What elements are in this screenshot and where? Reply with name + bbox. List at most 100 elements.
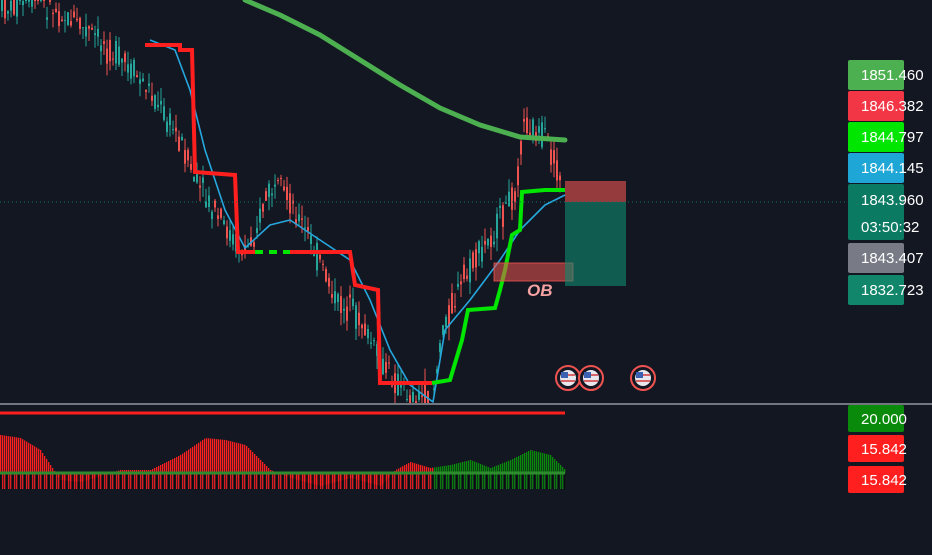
oscillator-bar	[398, 468, 400, 473]
oscillator-bar	[476, 462, 478, 473]
oscillator-base-bar	[226, 473, 228, 489]
price-tag[interactable]: 1844.145	[848, 153, 924, 183]
oscillator-base-bar	[118, 473, 120, 489]
oscillator-base-bar	[488, 473, 490, 489]
oscillator-bar	[552, 457, 554, 473]
oscillator-base-bar	[356, 473, 358, 489]
oscillator-bar	[182, 453, 184, 473]
oscillator-base-bar	[468, 473, 470, 489]
oscillator-base-bar	[446, 473, 448, 489]
oscillator-bar	[222, 439, 224, 473]
oscillator-base-bar	[388, 473, 390, 489]
candle-body	[160, 100, 162, 105]
candle-body	[544, 128, 546, 130]
oscillator-base-bar	[52, 473, 54, 489]
oscillator-bar	[562, 467, 564, 473]
price-tag[interactable]: 1846.382	[848, 91, 924, 121]
oscillator-base-bar	[454, 473, 456, 489]
price-scale[interactable]: 1851.460 1846.382 1844.797 1844.145 1843…	[848, 60, 924, 305]
oscillator-base-bar	[72, 473, 74, 489]
oscillator-base-bar	[44, 473, 46, 489]
oscillator-bar	[406, 464, 408, 473]
oscillator-base-bar	[550, 473, 552, 489]
oscillator-base-bar	[130, 473, 132, 489]
oscillator-base-bar	[250, 473, 252, 489]
candle-body	[166, 121, 168, 132]
us-flag-icon[interactable]	[630, 365, 656, 391]
oscillator-bar	[548, 454, 550, 473]
oscillator-bar	[450, 465, 452, 473]
order-block-zone[interactable]	[493, 262, 574, 282]
oscillator-bar	[560, 465, 562, 473]
oscillator-bar	[170, 460, 172, 473]
oscillator-base-bar	[154, 473, 156, 489]
oscillator-tag[interactable]: 15.842	[848, 435, 907, 462]
oscillator-base-bar	[390, 473, 392, 489]
oscillator-base-bar	[302, 473, 304, 489]
oscillator-bar	[244, 444, 246, 473]
candle-body	[22, 1, 24, 6]
oscillator-base-bar	[362, 473, 364, 489]
oscillator-tag[interactable]: 15.842	[848, 466, 907, 493]
candle-body	[412, 391, 414, 402]
candle-body	[526, 117, 528, 134]
price-tag-last[interactable]: 1843.960 03:50:32	[848, 184, 924, 240]
us-flag-icon[interactable]	[578, 365, 604, 391]
oscillator-base-bar	[336, 473, 338, 489]
oscillator-bar	[540, 452, 542, 473]
candle-body	[415, 400, 417, 403]
oscillator-base-bar	[26, 473, 28, 489]
oscillator-base-bar	[244, 473, 246, 489]
oscillator-bar	[2, 435, 4, 473]
us-flag-icon[interactable]	[555, 365, 581, 391]
oscillator-bar	[502, 463, 504, 473]
oscillator-bar	[454, 464, 456, 473]
candle-body	[295, 219, 297, 225]
oscillator-bar	[180, 455, 182, 473]
position-target-zone[interactable]	[565, 202, 626, 286]
oscillator-bar	[516, 457, 518, 473]
oscillator-base-bar	[68, 473, 70, 489]
oscillator-tag[interactable]: 20.000	[848, 405, 907, 432]
price-pane[interactable]: OB	[0, 0, 848, 403]
oscillator-base-bar	[4, 473, 6, 489]
oscillator-bar	[546, 454, 548, 473]
oscillator-base-bar	[220, 473, 222, 489]
oscillator-base-bar	[512, 473, 514, 489]
price-tag[interactable]: 1844.797	[848, 122, 924, 152]
oscillator-base-bar	[212, 473, 214, 489]
oscillator-base-bar	[128, 473, 130, 489]
price-tag[interactable]: 1843.407	[848, 243, 924, 273]
price-tag[interactable]: 1851.460	[848, 60, 924, 90]
oscillator-base-bar	[82, 473, 84, 489]
oscillator-bar	[500, 464, 502, 473]
oscillator-base-bar	[538, 473, 540, 489]
oscillator-base-bar	[12, 473, 14, 489]
oscillator-base-bar	[104, 473, 106, 489]
oscillator-base-bar	[184, 473, 186, 489]
oscillator-base-bar	[456, 473, 458, 489]
oscillator-bar	[532, 450, 534, 473]
oscillator-bar	[24, 440, 26, 473]
oscillator-base-bar	[142, 473, 144, 489]
candle-body	[283, 186, 285, 191]
candle-body	[424, 382, 426, 403]
oscillator-scale[interactable]: 20.000 15.842 15.842	[848, 405, 907, 493]
oscillator-bar	[426, 466, 428, 473]
position-stop-zone[interactable]	[565, 181, 626, 202]
candle-body	[112, 58, 114, 60]
oscillator-base-bar	[284, 473, 286, 489]
oscillator-base-bar	[190, 473, 192, 489]
oscillator-bar	[36, 447, 38, 473]
price-tag[interactable]: 1832.723	[848, 275, 924, 305]
oscillator-base-bar	[484, 473, 486, 489]
oscillator-bar	[238, 443, 240, 473]
oscillator-pane[interactable]	[0, 411, 566, 489]
oscillator-bar	[526, 452, 528, 473]
candle-body	[370, 342, 372, 344]
candle-body	[115, 41, 117, 64]
candle-body	[436, 369, 438, 374]
